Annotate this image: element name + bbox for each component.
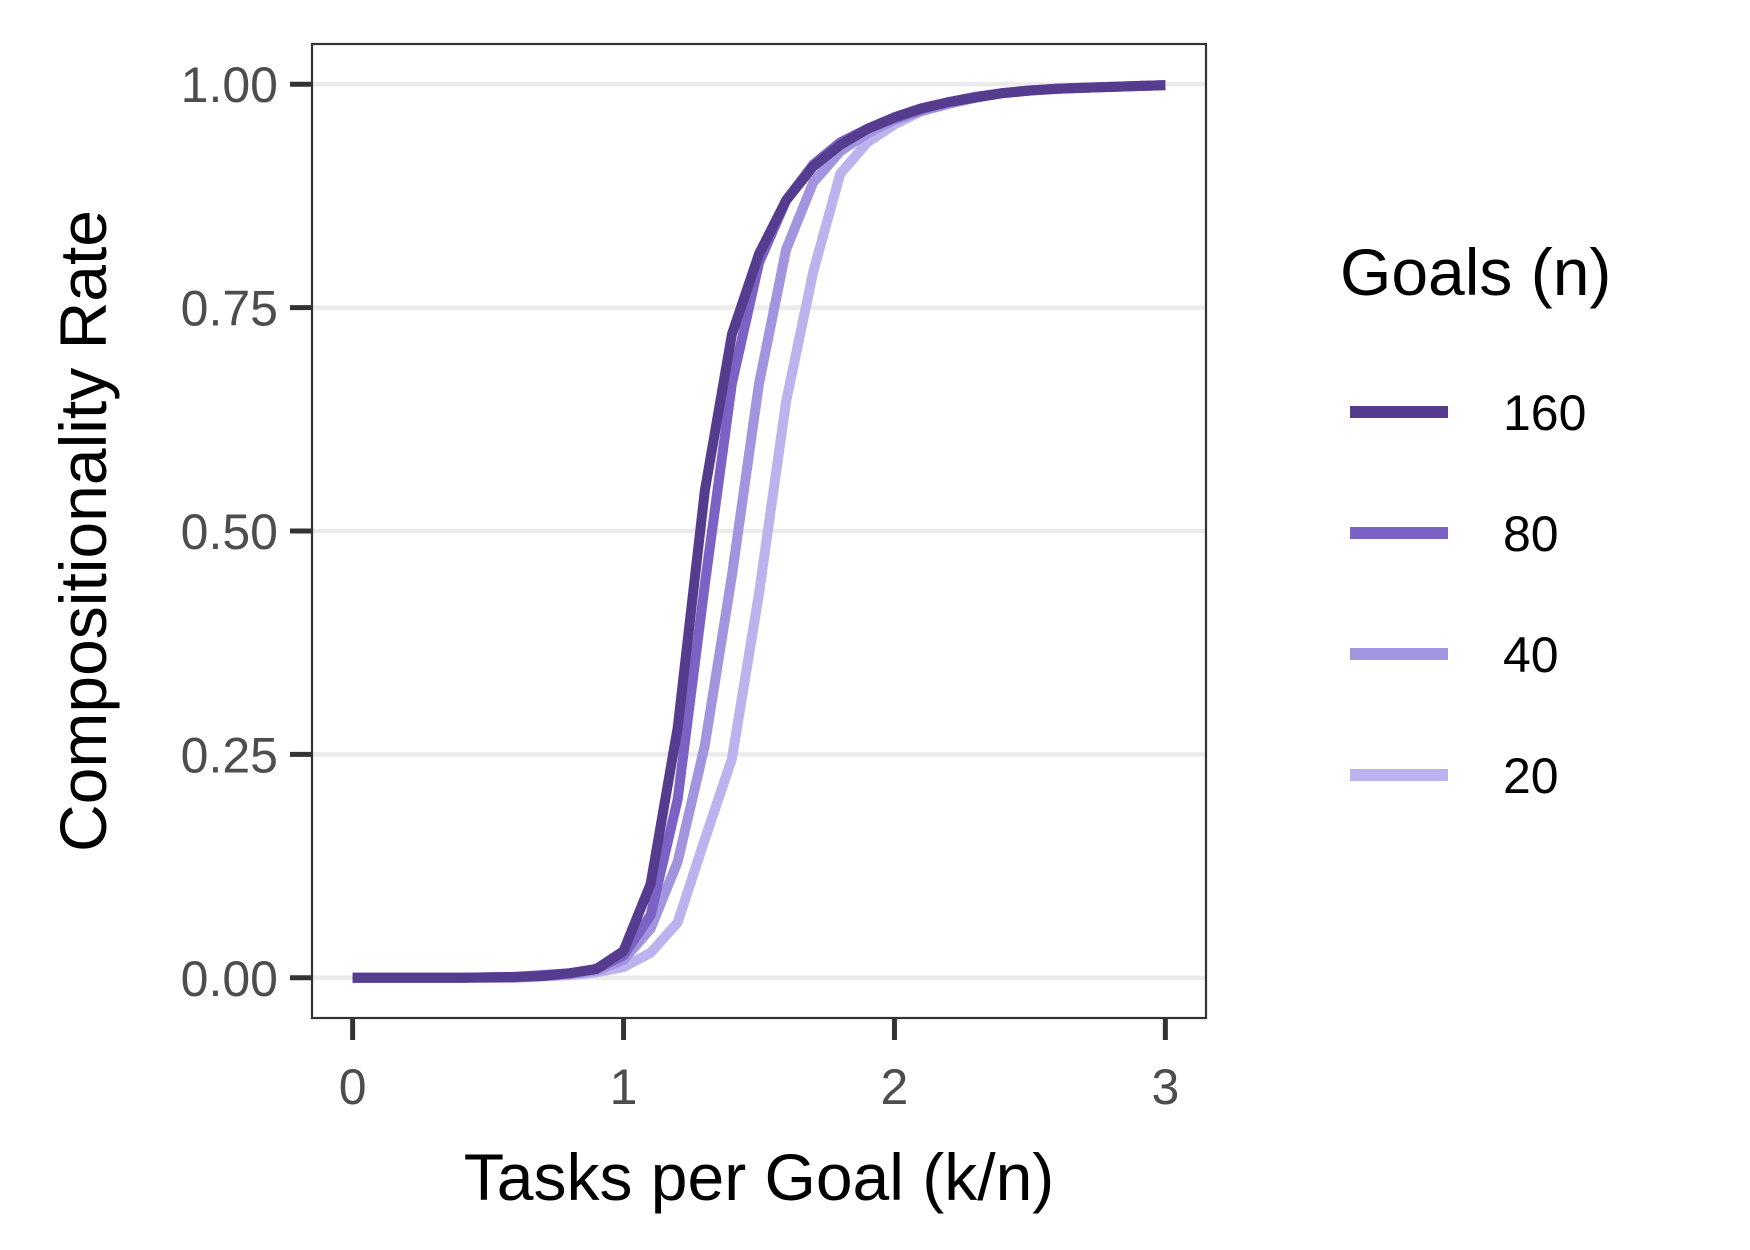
axes: 0.00 0.25 0.50 0.75 1.00 0 1 2 3 bbox=[181, 57, 1180, 1115]
x-tick-label: 3 bbox=[1151, 1059, 1179, 1115]
y-tick-label: 0.50 bbox=[181, 504, 278, 560]
x-tick-label: 1 bbox=[610, 1059, 638, 1115]
y-tick-label: 1.00 bbox=[181, 57, 278, 113]
legend: Goals (n) 160 80 40 20 bbox=[1340, 235, 1611, 804]
y-axis-title: Compositionality Rate bbox=[46, 210, 120, 852]
legend-label-160: 160 bbox=[1503, 385, 1586, 441]
legend-label-40: 40 bbox=[1503, 627, 1559, 683]
legend-label-20: 20 bbox=[1503, 748, 1559, 804]
x-tick-label: 0 bbox=[339, 1059, 367, 1115]
y-tick-label: 0.25 bbox=[181, 727, 278, 783]
series-lines bbox=[352, 80, 1166, 983]
x-tick-label: 2 bbox=[881, 1059, 909, 1115]
y-tick-label: 0.00 bbox=[181, 951, 278, 1007]
y-tick-label: 0.75 bbox=[181, 281, 278, 337]
x-axis-title: Tasks per Goal (k/n) bbox=[464, 1140, 1055, 1214]
series-line-160 bbox=[352, 80, 1166, 983]
legend-title: Goals (n) bbox=[1340, 235, 1611, 309]
legend-label-80: 80 bbox=[1503, 506, 1559, 562]
